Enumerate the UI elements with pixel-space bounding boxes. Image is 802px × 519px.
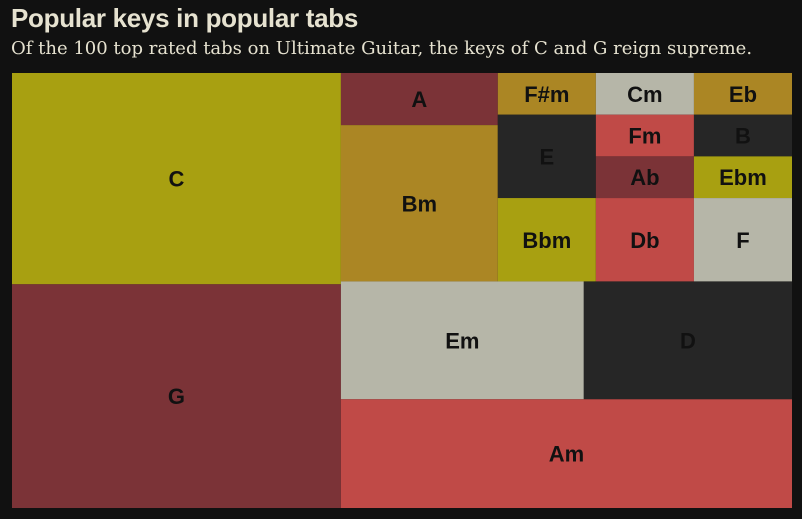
treemap-chart: C G A Bm F#m E Bbm Cm Fm Ab Db Eb B Ebm F Em D Am (12, 73, 792, 508)
tile-f-sharpm (497, 73, 596, 115)
tile-f (693, 198, 792, 282)
tile-label-a: A (411, 87, 427, 112)
tile-label-g: G (168, 384, 185, 409)
tile-label-e: E (540, 144, 555, 169)
tile-b (693, 114, 792, 157)
tile-d (583, 281, 792, 400)
tile-am (340, 399, 792, 508)
tile-db (595, 198, 694, 282)
tile-e (497, 114, 596, 199)
tile-label-c: C (169, 167, 185, 192)
tile-label-db: Db (630, 228, 659, 253)
tile-label-d: D (680, 328, 696, 353)
tile-label-cm: Cm (627, 82, 662, 107)
tile-label-am: Am (549, 442, 584, 467)
tile-a (340, 73, 498, 126)
tile-eb (693, 73, 792, 115)
tile-g (12, 284, 341, 508)
tile-label-em: Em (445, 328, 479, 353)
tile-label-b: B (735, 124, 751, 149)
chart-subtitle: Of the 100 top rated tabs on Ultimate Gu… (11, 38, 753, 59)
tile-label-f-sharpm: F#m (524, 82, 569, 107)
tile-label-bbm: Bbm (522, 228, 571, 253)
tile-label-ebm: Ebm (719, 165, 767, 190)
tile-label-bm: Bm (402, 191, 437, 216)
tile-bbm (497, 198, 596, 282)
tile-ab (595, 156, 694, 199)
tile-ebm (693, 156, 792, 199)
tile-c (12, 73, 341, 285)
tile-cm (595, 73, 694, 115)
tile-fm (595, 114, 694, 157)
tile-em (340, 281, 584, 400)
treemap-svg: C G A Bm F#m E Bbm Cm Fm Ab Db Eb B Ebm F Em D Am (12, 73, 792, 508)
tile-label-eb: Eb (729, 82, 757, 107)
chart-title: Popular keys in popular tabs (11, 3, 359, 33)
tile-label-ab: Ab (630, 165, 659, 190)
tile-bm (340, 125, 498, 282)
tile-label-fm: Fm (628, 124, 661, 149)
tile-label-f: F (736, 228, 749, 253)
